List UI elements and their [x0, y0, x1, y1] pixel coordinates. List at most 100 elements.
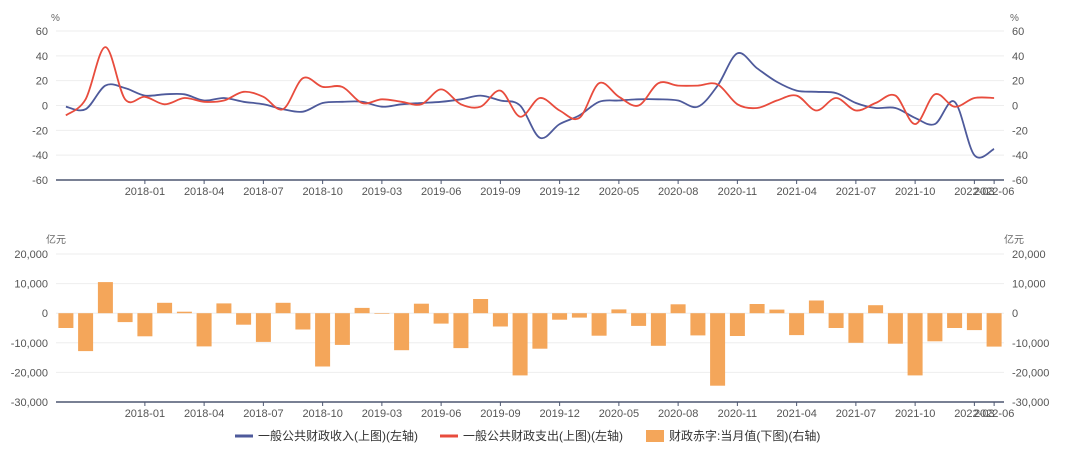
- data-point: [658, 99, 659, 100]
- data-point: [520, 105, 521, 106]
- unit-label-left: %: [51, 13, 60, 24]
- x-tick-label: 2018-04: [184, 186, 224, 198]
- data-point: [85, 109, 86, 110]
- x-tick-label: 2022-06: [974, 408, 1014, 420]
- data-point: [342, 86, 343, 87]
- data-point: [144, 96, 145, 97]
- deficit-bar: [571, 313, 587, 318]
- data-point: [678, 85, 679, 86]
- data-point: [520, 116, 521, 117]
- x-tick-label: 2019-12: [539, 186, 579, 198]
- data-point: [460, 104, 461, 105]
- data-point: [678, 100, 679, 101]
- x-tick-label: 2018-10: [302, 186, 342, 198]
- deficit-bar: [789, 313, 805, 336]
- data-point: [184, 94, 185, 95]
- data-point: [579, 115, 580, 116]
- data-point: [322, 86, 323, 87]
- legend-item: 一般公共财政收入(上图)(左轴): [235, 428, 418, 443]
- data-point: [342, 101, 343, 102]
- y-tick-label-right: -30,000: [1012, 397, 1049, 409]
- deficit-bar: [532, 313, 548, 349]
- x-tick-label: 2021-10: [895, 408, 935, 420]
- y-tick-label-left: -20: [32, 125, 48, 137]
- data-point: [322, 102, 323, 103]
- deficit-bar: [690, 313, 706, 336]
- data-point: [223, 100, 224, 101]
- x-tick-label: 2019-09: [480, 408, 520, 420]
- data-point: [243, 91, 244, 92]
- deficit-bar: [887, 313, 903, 344]
- data-point: [243, 101, 244, 102]
- deficit-bar: [907, 313, 923, 376]
- bottom-bar-chart: -30,000 -30,000 -20,000 -20,000 -10,000 -10,0…: [11, 233, 1050, 420]
- deficit-bar: [670, 304, 686, 314]
- deficit-bar: [492, 313, 508, 327]
- deficit-bar: [552, 313, 568, 320]
- data-point: [836, 97, 837, 98]
- series-points: [65, 53, 994, 156]
- data-point: [204, 101, 205, 102]
- data-point: [934, 94, 935, 95]
- deficit-bar: [394, 313, 410, 351]
- data-point: [737, 53, 738, 54]
- y-tick-label-left: 20: [36, 76, 48, 88]
- data-point: [638, 105, 639, 106]
- data-point: [164, 104, 165, 105]
- data-point: [223, 97, 224, 98]
- data-point: [441, 101, 442, 102]
- data-point: [480, 95, 481, 96]
- data-point: [401, 104, 402, 105]
- x-tick-label: 2020-11: [718, 186, 758, 198]
- deficit-bar: [512, 313, 528, 376]
- data-point: [895, 107, 896, 108]
- x-tick-label: 2018-04: [184, 408, 224, 420]
- deficit-bar: [354, 307, 370, 314]
- data-point: [638, 99, 639, 100]
- x-tick-label: 2022-03: [954, 408, 994, 420]
- data-point: [816, 91, 817, 92]
- data-point: [737, 104, 738, 105]
- data-point: [263, 96, 264, 97]
- y-tick-label-right: 20,000: [1012, 249, 1046, 261]
- data-point: [697, 106, 698, 107]
- y-tick-label-left: 10,000: [14, 279, 48, 291]
- data-point: [559, 124, 560, 125]
- legend-swatch-bar: [646, 430, 664, 442]
- expenditure-line: [65, 46, 995, 126]
- x-tick-label: 2018-01: [125, 186, 165, 198]
- y-tick-label-left: -40: [32, 150, 48, 162]
- deficit-bar: [334, 313, 350, 345]
- x-tick-label: 2018-07: [243, 408, 283, 420]
- x-tick-label: 2021-07: [836, 186, 876, 198]
- data-point: [776, 81, 777, 82]
- x-tick-label: 2019-06: [421, 186, 461, 198]
- data-point: [500, 90, 501, 91]
- data-point: [816, 110, 817, 111]
- data-point: [658, 83, 659, 84]
- deficit-bar: [986, 313, 1002, 347]
- legend-item: 财政赤字:当月值(下图)(右轴): [646, 428, 820, 443]
- x-tick-label: 2020-05: [599, 408, 639, 420]
- data-point: [934, 124, 935, 125]
- data-point: [125, 99, 126, 100]
- x-tick-label: 2019-03: [362, 186, 402, 198]
- deficit-bar: [729, 313, 745, 336]
- x-tick-label: 2019-09: [480, 186, 520, 198]
- x-tick-label: 2019-06: [421, 408, 461, 420]
- data-point: [915, 117, 916, 118]
- data-point: [539, 137, 540, 138]
- data-point: [757, 68, 758, 69]
- data-point: [915, 124, 916, 125]
- x-tick-label: 2018-10: [302, 408, 342, 420]
- x-tick-label: 2018-01: [125, 408, 165, 420]
- data-point: [421, 104, 422, 105]
- deficit-bar: [769, 309, 785, 314]
- x-tick-label: 2019-12: [539, 408, 579, 420]
- unit-label-left: 亿元: [46, 233, 66, 246]
- y-tick-label-right: -40: [1012, 150, 1028, 162]
- data-point: [500, 100, 501, 101]
- deficit-bar: [868, 305, 884, 314]
- data-point: [164, 94, 165, 95]
